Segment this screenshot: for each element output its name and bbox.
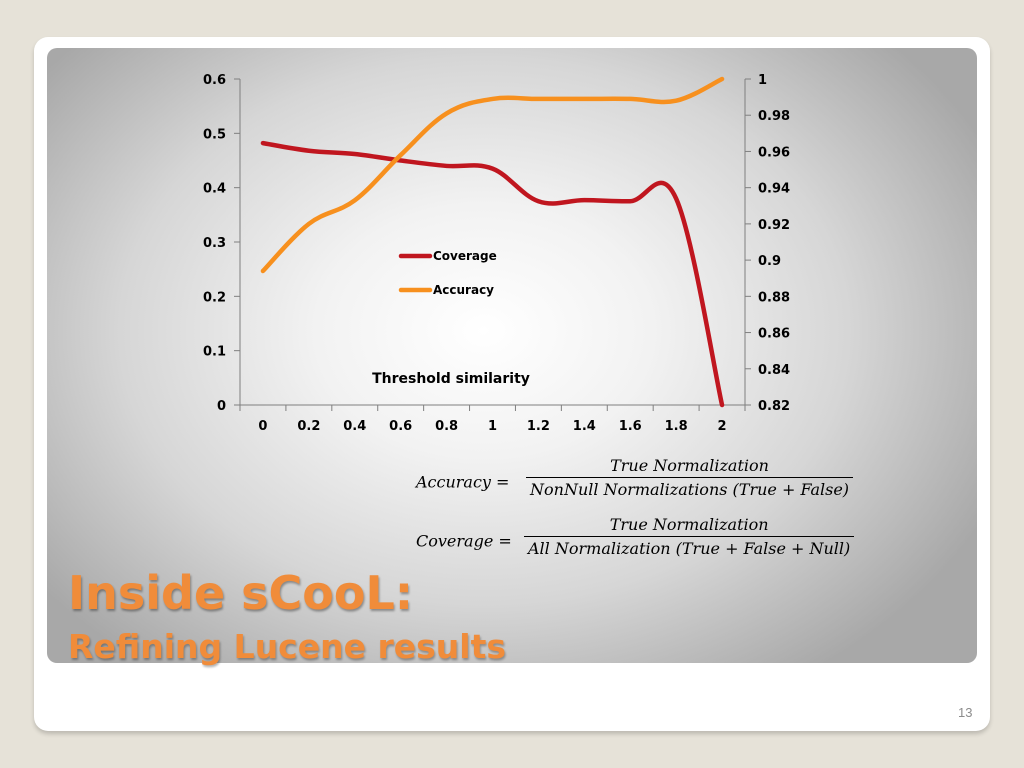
right-y-tick-label: 0.98 [758, 109, 790, 124]
x-tick-label: 0.8 [435, 419, 458, 434]
x-tick-label: 1.6 [619, 419, 642, 434]
right-y-tick-label: 0.86 [758, 327, 790, 342]
left-y-tick-label: 0.5 [203, 127, 226, 142]
left-y-tick-label: 0 [217, 399, 226, 414]
coverage-formula: Coverage = True Normalization All Normal… [416, 515, 896, 567]
right-y-tick-label: 0.9 [758, 254, 781, 269]
left-y-tick-label: 0.1 [203, 345, 226, 360]
right-y-tick-label: 0.92 [758, 218, 790, 233]
accuracy-formula-lhs: Accuracy = [416, 472, 510, 492]
left-y-tick-label: 0.3 [203, 236, 226, 251]
series-line-accuracy [260, 76, 725, 274]
right-y-tick-label: 0.96 [758, 145, 790, 160]
chart-series-lines [260, 76, 725, 408]
coverage-denominator: All Normalization (True + False + Null) [524, 536, 855, 558]
x-tick-label: 1.2 [527, 419, 550, 434]
legend-label-accuracy: Accuracy [433, 283, 494, 297]
x-tick-label: 1.4 [573, 419, 596, 434]
right-y-tick-label: 0.88 [758, 290, 790, 305]
x-tick-label: 0.6 [389, 419, 412, 434]
accuracy-denominator: NonNull Normalizations (True + False) [526, 477, 854, 499]
left-y-tick-label: 0.4 [203, 182, 226, 197]
series-line-coverage [260, 140, 725, 408]
slide-title: Inside sCooL: [68, 566, 414, 620]
chart-legend: Coverage Accuracy [398, 249, 497, 297]
x-tick-label: 0 [258, 419, 267, 434]
coverage-formula-lhs: Coverage = [416, 531, 512, 551]
right-y-tick-label: 0.84 [758, 363, 790, 378]
accuracy-numerator: True Normalization [610, 456, 769, 475]
accuracy-formula: Accuracy = True Normalization NonNull No… [416, 456, 896, 508]
slide-subtitle: Refining Lucene results [68, 627, 507, 666]
x-axis-label: Threshold similarity [372, 371, 530, 387]
chart-axes: 00.10.20.30.40.50.60.820.840.860.880.90.… [203, 73, 790, 434]
legend-label-coverage: Coverage [433, 249, 497, 263]
right-y-tick-label: 0.82 [758, 399, 790, 414]
coverage-numerator: True Normalization [609, 515, 769, 534]
left-y-tick-label: 0.6 [203, 73, 226, 88]
slide-content-panel [47, 48, 977, 663]
x-tick-label: 0.4 [343, 419, 366, 434]
accuracy-fraction: True Normalization NonNull Normalization… [526, 456, 854, 499]
right-y-tick-label: 1 [758, 73, 767, 88]
x-tick-label: 2 [718, 419, 727, 434]
right-y-tick-label: 0.94 [758, 182, 790, 197]
x-tick-label: 0.2 [297, 419, 320, 434]
x-tick-label: 1 [488, 419, 497, 434]
left-y-tick-label: 0.2 [203, 290, 226, 305]
coverage-fraction: True Normalization All Normalization (Tr… [524, 515, 855, 558]
page-number: 13 [958, 705, 973, 720]
x-tick-label: 1.8 [665, 419, 688, 434]
